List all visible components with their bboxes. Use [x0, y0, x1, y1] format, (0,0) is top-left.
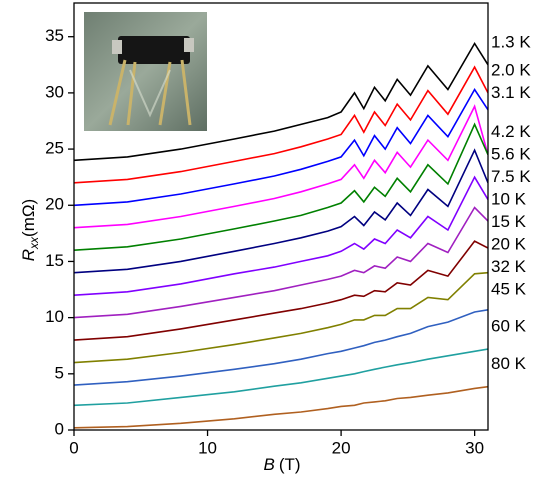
- y-tick-label: 25: [45, 139, 64, 158]
- series-line: [74, 206, 488, 319]
- legend-label: 60 K: [491, 317, 527, 336]
- x-tick-label: 20: [332, 438, 351, 457]
- y-tick-label: 5: [55, 363, 64, 382]
- y-tick-label: 30: [45, 82, 64, 101]
- y-tick-label: 0: [55, 419, 64, 438]
- x-tick-label: 10: [198, 438, 217, 457]
- legend-label: 4.2 K: [491, 122, 531, 141]
- series-line: [74, 175, 488, 296]
- y-label-symbol: R: [19, 249, 38, 261]
- series-line: [74, 271, 488, 364]
- y-tick-label: 20: [45, 195, 64, 214]
- x-tick-label: 30: [465, 438, 484, 457]
- legend-label: 20 K: [491, 235, 527, 254]
- legend-label: 3.1 K: [491, 83, 531, 102]
- inset-photo: [84, 12, 207, 131]
- legend-label: 32 K: [491, 257, 527, 276]
- legend-label: 15 K: [491, 212, 527, 231]
- legend-label: 45 K: [491, 280, 527, 299]
- legend-label: 10 K: [491, 190, 527, 209]
- x-label-symbol: B: [263, 455, 274, 474]
- series-line: [74, 104, 488, 229]
- x-tick-label: 0: [69, 438, 78, 457]
- y-label-sub: xx: [27, 236, 41, 250]
- x-label-unit: (T): [279, 455, 301, 474]
- x-axis-title: B (T): [263, 455, 300, 474]
- legend-label: 2.0 K: [491, 60, 531, 79]
- series-line: [74, 348, 488, 407]
- plot-frame: [73, 2, 489, 431]
- series-line: [74, 385, 488, 429]
- series-line: [74, 240, 488, 341]
- legend-label: 80 K: [491, 354, 527, 373]
- series-line: [74, 148, 488, 274]
- series-line: [74, 309, 488, 386]
- legend-label: 5.6 K: [491, 145, 531, 164]
- y-tick-label: 10: [45, 307, 64, 326]
- series-line: [74, 87, 488, 207]
- y-axis-title: Rxx(mΩ): [19, 199, 41, 261]
- y-tick-label: 35: [45, 26, 64, 45]
- y-tick-label: 15: [45, 251, 64, 270]
- series-line: [74, 65, 488, 184]
- series-line: [74, 41, 488, 162]
- legend-label: 7.5 K: [491, 167, 531, 186]
- y-label-unit: (mΩ): [19, 199, 38, 237]
- series-line: [74, 122, 488, 251]
- legend-label: 1.3 K: [491, 32, 531, 51]
